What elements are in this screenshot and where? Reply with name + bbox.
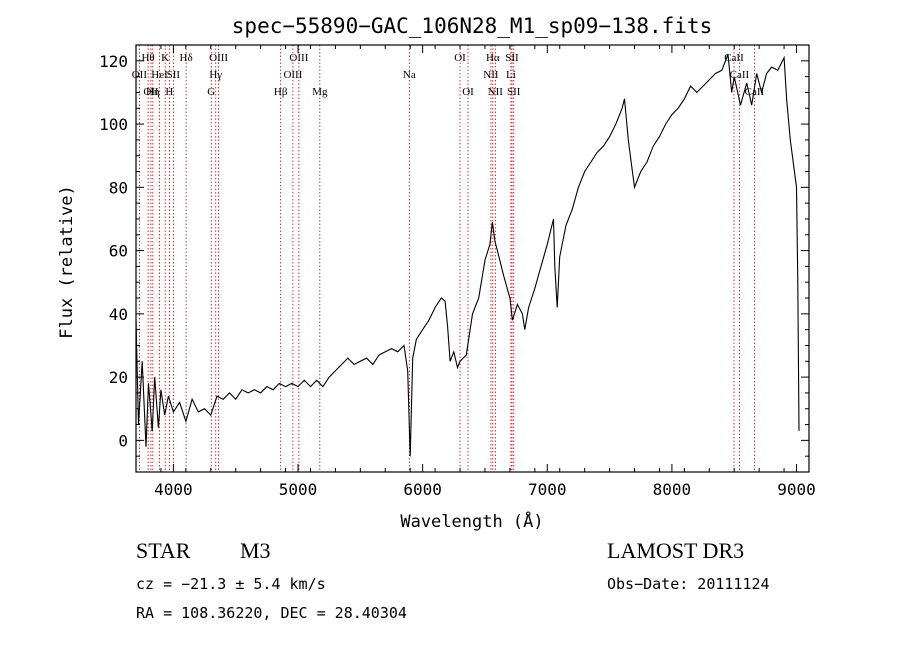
spectral-line-label: OII	[132, 69, 148, 81]
redshift-value: cz = −21.3 ± 5.4 km/s	[136, 575, 326, 593]
y-tick-label: 80	[109, 178, 128, 197]
spectral-line-label: Mg	[312, 86, 328, 98]
y-tick-label: 0	[118, 431, 128, 450]
x-tick-label: 7000	[528, 480, 567, 499]
y-axis-label: Flux (relative)	[57, 185, 77, 339]
spectral-line-label: OI	[454, 52, 466, 64]
x-tick-label: 8000	[653, 480, 692, 499]
spectral-line-label: G	[207, 86, 215, 98]
spectral-line-label: NII	[483, 69, 499, 81]
spectral-line-label: Na	[403, 69, 416, 81]
spectral-line-label: NII	[488, 86, 504, 98]
spectral-line-label: OIII	[283, 69, 302, 81]
spectrum-line	[135, 54, 800, 457]
y-tick-label: 120	[99, 52, 128, 71]
spectral-line-label: OII	[143, 86, 159, 98]
obs-date: Obs−Date: 20111124	[607, 575, 770, 593]
object-class: STAR	[136, 538, 191, 563]
survey-name: LAMOST DR3	[607, 538, 745, 563]
spectral-line-label: SII	[507, 86, 521, 98]
chart-title: spec−55890−GAC_106N28_M1_sp09−138.fits	[232, 14, 712, 38]
spectral-line-label: OI	[462, 86, 474, 98]
coordinates: RA = 108.36220, DEC = 28.40304	[136, 604, 407, 622]
spectral-line-label: HeI	[151, 69, 168, 81]
x-tick-label: 4000	[154, 480, 193, 499]
x-tick-label: 9000	[777, 480, 816, 499]
x-tick-label: 5000	[279, 480, 318, 499]
spectral-line-labels: OIIHθOIIHηHeIKHSIIHδGHγOIIIHβOIIIOIIIMgN…	[132, 52, 765, 98]
spectral-line-label: CaII	[730, 69, 750, 81]
x-axis-label: Wavelength (Å)	[400, 510, 543, 532]
y-tick-label: 60	[109, 242, 128, 261]
spectral-line-label: Hβ	[274, 86, 288, 98]
spectral-line-label: K	[161, 52, 169, 64]
spectral-line-markers	[138, 45, 755, 472]
axis-ticks: 4000 5000 6000 7000 8000 9000 0 20 40 60 80 100 120	[99, 45, 816, 499]
spectral-line-label: SII	[167, 69, 181, 81]
spectral-line-label: OIII	[289, 52, 308, 64]
spectral-line-label: Li	[506, 69, 516, 81]
spectral-line-label: SII	[505, 52, 519, 64]
spectral-line-label: H	[165, 86, 173, 98]
spectral-line-label: Hδ	[180, 52, 193, 64]
object-subclass: M3	[240, 538, 271, 563]
spectral-line-label: Hγ	[209, 69, 222, 81]
spectral-line-label: OIII	[209, 52, 228, 64]
spectral-line-label: Hα	[486, 52, 500, 64]
y-tick-label: 40	[109, 305, 128, 324]
y-tick-label: 20	[109, 368, 128, 387]
spectral-line-label: Hη	[146, 86, 160, 98]
plot-frame	[135, 44, 810, 473]
y-tick-label: 100	[99, 115, 128, 134]
x-tick-label: 6000	[403, 480, 442, 499]
spectral-line-label: Hθ	[141, 52, 154, 64]
